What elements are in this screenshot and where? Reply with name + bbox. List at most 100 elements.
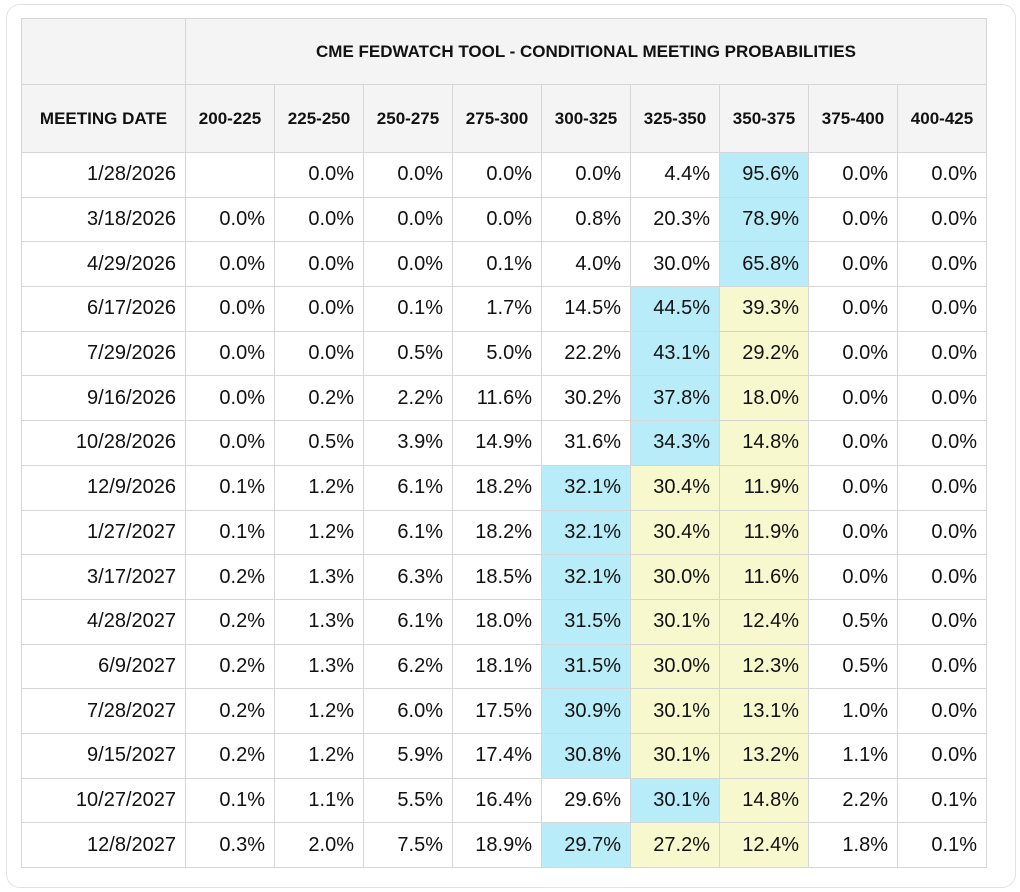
probability-cell: 31.5% <box>541 598 631 645</box>
range-header-375-400: 375-400 <box>808 84 898 153</box>
meeting-date-cell: 10/27/2027 <box>21 777 186 824</box>
probability-cell: 0.5% <box>808 598 898 645</box>
probability-cell: 29.6% <box>541 777 631 824</box>
probability-cell: 0.0% <box>808 554 898 600</box>
probability-cell: 1.7% <box>452 286 542 332</box>
probability-cell: 39.3% <box>719 286 809 332</box>
fedwatch-probability-table: CME FEDWATCH TOOL - CONDITIONAL MEETING … <box>21 18 987 868</box>
probability-cell: 18.5% <box>452 554 542 600</box>
probability-cell: 34.3% <box>630 420 720 466</box>
meeting-date-cell: 4/28/2027 <box>21 598 186 645</box>
corner-cell <box>21 18 186 85</box>
probability-cell: 0.2% <box>274 375 364 422</box>
probability-cell: 0.0% <box>808 152 898 198</box>
probability-cell: 17.5% <box>452 688 542 734</box>
table-row: 7/28/2027 0.2% 1.2% 6.0% 17.5% 30.9% 30.1% 13.1… <box>21 688 987 734</box>
probability-cell: 0.0% <box>897 732 987 779</box>
probability-cell: 0.2% <box>185 643 275 690</box>
probability-cell: 0.0% <box>897 464 987 511</box>
probability-cell: 4.0% <box>541 241 631 288</box>
probability-cell: 0.0% <box>808 464 898 511</box>
meeting-date-cell: 9/15/2027 <box>21 732 186 779</box>
table-row: 7/29/2026 0.0% 0.0% 0.5% 5.0% 22.2% 43.1% 29.2%… <box>21 330 987 377</box>
probability-cell: 0.0% <box>185 241 275 288</box>
probability-cell: 0.2% <box>185 554 275 600</box>
probability-cell: 5.5% <box>363 777 453 824</box>
probability-cell: 20.3% <box>630 196 720 243</box>
probability-cell: 18.1% <box>452 643 542 690</box>
probability-cell: 0.3% <box>185 822 275 868</box>
probability-cell: 11.9% <box>719 509 809 556</box>
probability-cell: 0.0% <box>363 241 453 288</box>
probability-cell: 0.0% <box>452 152 542 198</box>
probability-cell: 30.1% <box>630 598 720 645</box>
probability-cell: 29.7% <box>541 822 631 868</box>
probability-cell: 12.4% <box>719 822 809 868</box>
table-row: 10/28/2026 0.0% 0.5% 3.9% 14.9% 31.6% 34.3% 14.… <box>21 420 987 466</box>
probability-cell: 0.1% <box>185 464 275 511</box>
probability-cell: 30.4% <box>630 509 720 556</box>
probability-cell: 0.0% <box>897 196 987 243</box>
meeting-date-cell: 3/18/2026 <box>21 196 186 243</box>
table-row: 12/8/2027 0.3% 2.0% 7.5% 18.9% 29.7% 27.2% 12.4… <box>21 822 987 868</box>
probability-cell: 0.0% <box>897 286 987 332</box>
probability-cell: 0.0% <box>808 241 898 288</box>
probability-cell: 32.1% <box>541 554 631 600</box>
probability-cell: 0.0% <box>185 420 275 466</box>
probability-cell: 32.1% <box>541 464 631 511</box>
probability-cell: 2.2% <box>363 375 453 422</box>
probability-cell: 5.0% <box>452 330 542 377</box>
table-row: 6/17/2026 0.0% 0.0% 0.1% 1.7% 14.5% 44.5% 39.3%… <box>21 286 987 332</box>
probability-cell: 0.0% <box>185 196 275 243</box>
meeting-date-cell: 6/9/2027 <box>21 643 186 690</box>
range-header-200-225: 200-225 <box>185 84 275 153</box>
table-row: 1/28/2026 0.0% 0.0% 0.0% 0.0% 4.4% 95.6% 0.0% 0.… <box>21 152 987 198</box>
probability-cell: 18.2% <box>452 509 542 556</box>
probability-cell: 30.1% <box>630 688 720 734</box>
probability-cell: 0.5% <box>808 643 898 690</box>
probability-cell: 0.0% <box>808 330 898 377</box>
probability-cell: 0.0% <box>897 643 987 690</box>
probability-cell: 1.0% <box>808 688 898 734</box>
probability-cell: 30.0% <box>630 643 720 690</box>
probability-cell: 65.8% <box>719 241 809 288</box>
meeting-date-cell: 7/29/2026 <box>21 330 186 377</box>
probability-cell: 0.1% <box>363 286 453 332</box>
probability-cell: 0.0% <box>274 152 364 198</box>
meeting-date-cell: 7/28/2027 <box>21 688 186 734</box>
probability-cell: 14.8% <box>719 777 809 824</box>
probability-cell: 0.0% <box>897 688 987 734</box>
range-header-250-275: 250-275 <box>363 84 453 153</box>
probability-cell: 1.8% <box>808 822 898 868</box>
probability-cell: 14.9% <box>452 420 542 466</box>
meeting-date-cell: 1/27/2027 <box>21 509 186 556</box>
meeting-date-header: MEETING DATE <box>21 84 186 153</box>
probability-cell: 30.1% <box>630 732 720 779</box>
probability-cell: 0.0% <box>808 420 898 466</box>
probability-cell: 7.5% <box>363 822 453 868</box>
meeting-date-cell: 9/16/2026 <box>21 375 186 422</box>
probability-cell: 0.0% <box>185 330 275 377</box>
probability-cell: 27.2% <box>630 822 720 868</box>
probability-cell: 11.6% <box>452 375 542 422</box>
probability-cell: 6.0% <box>363 688 453 734</box>
probability-cell: 0.0% <box>274 286 364 332</box>
probability-cell: 0.1% <box>897 777 987 824</box>
probability-cell: 0.0% <box>897 375 987 422</box>
probability-cell: 0.0% <box>897 509 987 556</box>
meeting-date-cell: 6/17/2026 <box>21 286 186 332</box>
probability-cell: 1.3% <box>274 554 364 600</box>
probability-cell: 17.4% <box>452 732 542 779</box>
probability-cell: 0.0% <box>808 509 898 556</box>
range-header-225-250: 225-250 <box>274 84 364 153</box>
probability-cell: 0.0% <box>897 152 987 198</box>
probability-cell: 6.2% <box>363 643 453 690</box>
probability-cell: 0.0% <box>274 330 364 377</box>
probability-cell <box>185 152 275 198</box>
range-header-300-325: 300-325 <box>541 84 631 153</box>
probability-cell: 31.6% <box>541 420 631 466</box>
probability-cell: 0.5% <box>363 330 453 377</box>
probability-cell: 0.0% <box>274 241 364 288</box>
probability-cell: 30.2% <box>541 375 631 422</box>
table-row: 12/9/2026 0.1% 1.2% 6.1% 18.2% 32.1% 30.4% 11.9… <box>21 464 987 511</box>
